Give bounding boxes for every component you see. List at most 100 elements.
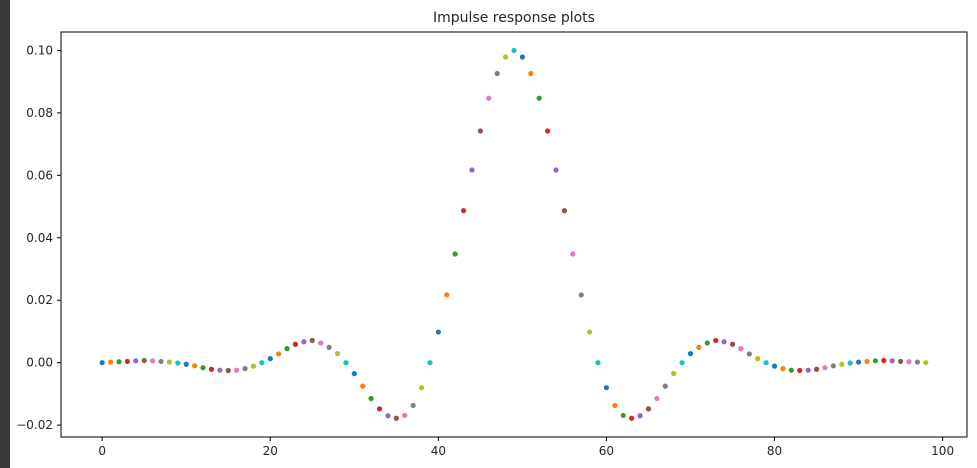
data-point <box>326 344 332 350</box>
data-point <box>427 360 433 366</box>
data-point <box>813 366 820 372</box>
data-point <box>368 395 374 402</box>
data-point <box>444 292 450 298</box>
data-point <box>452 251 458 257</box>
data-point <box>738 346 744 352</box>
y-tick-label: 0.00 <box>26 356 53 370</box>
data-point <box>553 167 559 173</box>
data-point <box>334 351 341 357</box>
y-tick-label: 0.08 <box>26 106 53 120</box>
data-point <box>906 359 912 365</box>
data-point <box>746 351 752 357</box>
data-point <box>486 95 492 101</box>
data-point <box>570 251 576 257</box>
x-tick-label: 20 <box>263 444 278 458</box>
data-point <box>847 360 853 366</box>
data-point <box>629 415 635 421</box>
data-point <box>376 406 383 412</box>
data-point <box>301 339 307 345</box>
data-point <box>494 70 500 77</box>
data-point <box>704 340 710 346</box>
data-points <box>99 47 929 421</box>
data-point <box>511 47 517 54</box>
data-point <box>881 357 887 364</box>
data-point <box>133 358 139 364</box>
data-point <box>662 383 668 389</box>
data-point <box>612 402 618 409</box>
data-point <box>595 360 601 366</box>
data-point <box>830 363 836 369</box>
data-point <box>158 358 164 365</box>
data-point <box>217 367 223 373</box>
y-tick-label: 0.02 <box>26 293 53 307</box>
data-point <box>578 292 584 298</box>
data-point <box>755 356 761 362</box>
notebook-cell-gutter <box>0 0 10 468</box>
data-point <box>410 402 416 409</box>
data-point <box>780 366 786 372</box>
data-point <box>200 365 206 371</box>
data-point <box>469 167 475 173</box>
data-point <box>545 128 551 134</box>
data-point <box>679 360 685 366</box>
data-point <box>822 365 828 371</box>
data-point <box>435 329 441 335</box>
data-point <box>637 413 643 419</box>
data-point <box>460 208 467 214</box>
data-point <box>166 359 173 365</box>
data-point <box>309 337 315 344</box>
data-point <box>872 358 878 364</box>
data-point <box>343 360 349 366</box>
data-point <box>418 385 425 391</box>
data-point <box>671 371 677 377</box>
x-tick-label: 0 <box>98 444 106 458</box>
data-point <box>620 412 626 419</box>
data-point <box>528 70 534 77</box>
data-point <box>687 351 694 357</box>
data-point <box>175 360 181 366</box>
data-point <box>276 351 282 357</box>
data-point <box>713 337 719 344</box>
data-point <box>898 358 904 365</box>
data-point <box>561 208 568 214</box>
data-point <box>864 358 870 365</box>
data-point <box>654 395 660 402</box>
x-tick-label: 80 <box>767 444 782 458</box>
y-tick-label: 0.06 <box>26 168 53 182</box>
data-point <box>729 341 736 347</box>
data-point <box>234 367 240 373</box>
data-point <box>150 358 156 364</box>
data-point <box>318 340 324 346</box>
data-point <box>645 406 652 412</box>
data-point <box>502 54 509 60</box>
data-point <box>587 329 593 335</box>
data-point <box>141 357 147 364</box>
data-point <box>225 367 231 374</box>
data-point <box>385 413 391 419</box>
x-tick-label: 100 <box>931 444 954 458</box>
data-point <box>519 54 526 60</box>
data-point <box>805 367 811 373</box>
y-tick-label: 0.10 <box>26 43 53 57</box>
chart-title: Impulse response plots <box>433 10 595 26</box>
data-point <box>351 371 357 377</box>
data-point <box>259 360 265 366</box>
axes-frame <box>60 31 968 438</box>
data-point <box>124 358 130 365</box>
data-point <box>603 385 610 391</box>
data-point <box>284 346 290 352</box>
data-point <box>292 341 299 347</box>
data-point <box>250 363 257 369</box>
data-point <box>763 360 769 366</box>
data-point <box>242 366 248 372</box>
data-point <box>107 359 114 365</box>
data-point <box>208 366 215 372</box>
data-point <box>360 383 366 389</box>
data-point <box>267 356 273 362</box>
data-point <box>771 363 778 369</box>
data-point <box>797 367 803 374</box>
data-point <box>889 358 895 364</box>
data-point <box>914 359 921 365</box>
